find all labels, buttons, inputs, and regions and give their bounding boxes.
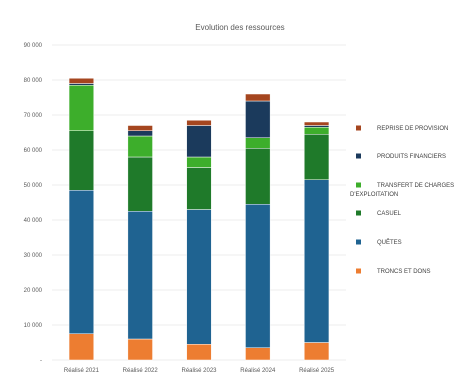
legend-swatch bbox=[356, 268, 361, 274]
y-tick-label: 10 000 bbox=[24, 323, 43, 329]
bar-segment bbox=[127, 130, 153, 137]
bar-segment bbox=[68, 333, 94, 361]
bar-segment bbox=[127, 125, 153, 131]
x-axis-ticks: Réalisé 2021 Réalisé 2022 Réalisé 2023 Réal… bbox=[64, 368, 335, 374]
x-tick-label: Réalisé 2025 bbox=[299, 368, 335, 374]
legend-label: TRONCS ET DONS bbox=[377, 269, 431, 275]
legend-label: TRANSFERT DE CHARGES D'EXPLOITATION bbox=[350, 183, 454, 198]
y-tick-label: 70 000 bbox=[24, 113, 43, 119]
bar-segment bbox=[245, 100, 271, 138]
bar-segment bbox=[186, 209, 212, 345]
y-tick-label: 60 000 bbox=[24, 148, 43, 154]
bar-segment bbox=[304, 121, 330, 126]
bar-segment bbox=[245, 347, 271, 361]
y-tick-label: 50 000 bbox=[24, 183, 43, 189]
legend-label: QUÊTES bbox=[377, 238, 402, 246]
bar-segment bbox=[127, 338, 153, 361]
y-tick-label: 30 000 bbox=[24, 253, 43, 259]
legend-swatch bbox=[356, 239, 361, 245]
bars bbox=[68, 78, 330, 361]
bar-segment bbox=[127, 211, 153, 340]
bar-segment bbox=[186, 125, 212, 158]
legend-swatch bbox=[356, 125, 361, 131]
bar-segment bbox=[68, 78, 94, 84]
x-tick-label: Réalisé 2023 bbox=[181, 368, 217, 374]
bar-segment bbox=[186, 167, 212, 210]
chart-title: Evolution des ressources bbox=[195, 23, 284, 32]
bar-segment bbox=[245, 148, 271, 205]
bar-segment bbox=[245, 204, 271, 348]
bar-segment bbox=[304, 127, 330, 135]
bar-segment bbox=[68, 130, 94, 191]
legend-swatch bbox=[356, 153, 361, 159]
bar-segment bbox=[304, 125, 330, 128]
bar-segment bbox=[68, 190, 94, 334]
bar-segment bbox=[186, 120, 212, 126]
y-tick-label: 80 000 bbox=[24, 78, 43, 84]
x-tick-label: Réalisé 2024 bbox=[240, 368, 276, 374]
bar-segment bbox=[127, 135, 153, 158]
legend-swatch bbox=[356, 210, 361, 216]
bar-segment bbox=[127, 156, 153, 212]
legend-label: PRODUITS FINANCIERS bbox=[377, 154, 446, 160]
y-tick-label: 90 000 bbox=[24, 43, 43, 49]
legend-label: REPRISE DE PROVISION bbox=[377, 126, 448, 132]
bar-segment bbox=[186, 344, 212, 361]
x-tick-label: Réalisé 2022 bbox=[123, 368, 159, 374]
bar-segment bbox=[304, 342, 330, 361]
bar-segment bbox=[304, 179, 330, 343]
y-tick-label: - bbox=[40, 358, 42, 364]
bar-segment bbox=[304, 134, 330, 180]
bar-segment bbox=[245, 137, 271, 149]
bar-segment bbox=[245, 93, 271, 102]
y-tick-label: 20 000 bbox=[24, 288, 43, 294]
legend-swatch bbox=[356, 182, 361, 188]
x-tick-label: Réalisé 2021 bbox=[64, 368, 100, 374]
y-axis-ticks: - 10 000 20 000 30 000 40 000 50 000 60 000 70 … bbox=[24, 43, 43, 364]
legend: REPRISE DE PROVISION PRODUITS FINANCIERS T… bbox=[350, 125, 454, 275]
bar-segment bbox=[186, 156, 212, 168]
bar-segment bbox=[68, 83, 94, 86]
y-tick-label: 40 000 bbox=[24, 218, 43, 224]
legend-label: CASUEL bbox=[377, 211, 402, 217]
bar-segment bbox=[68, 85, 94, 131]
